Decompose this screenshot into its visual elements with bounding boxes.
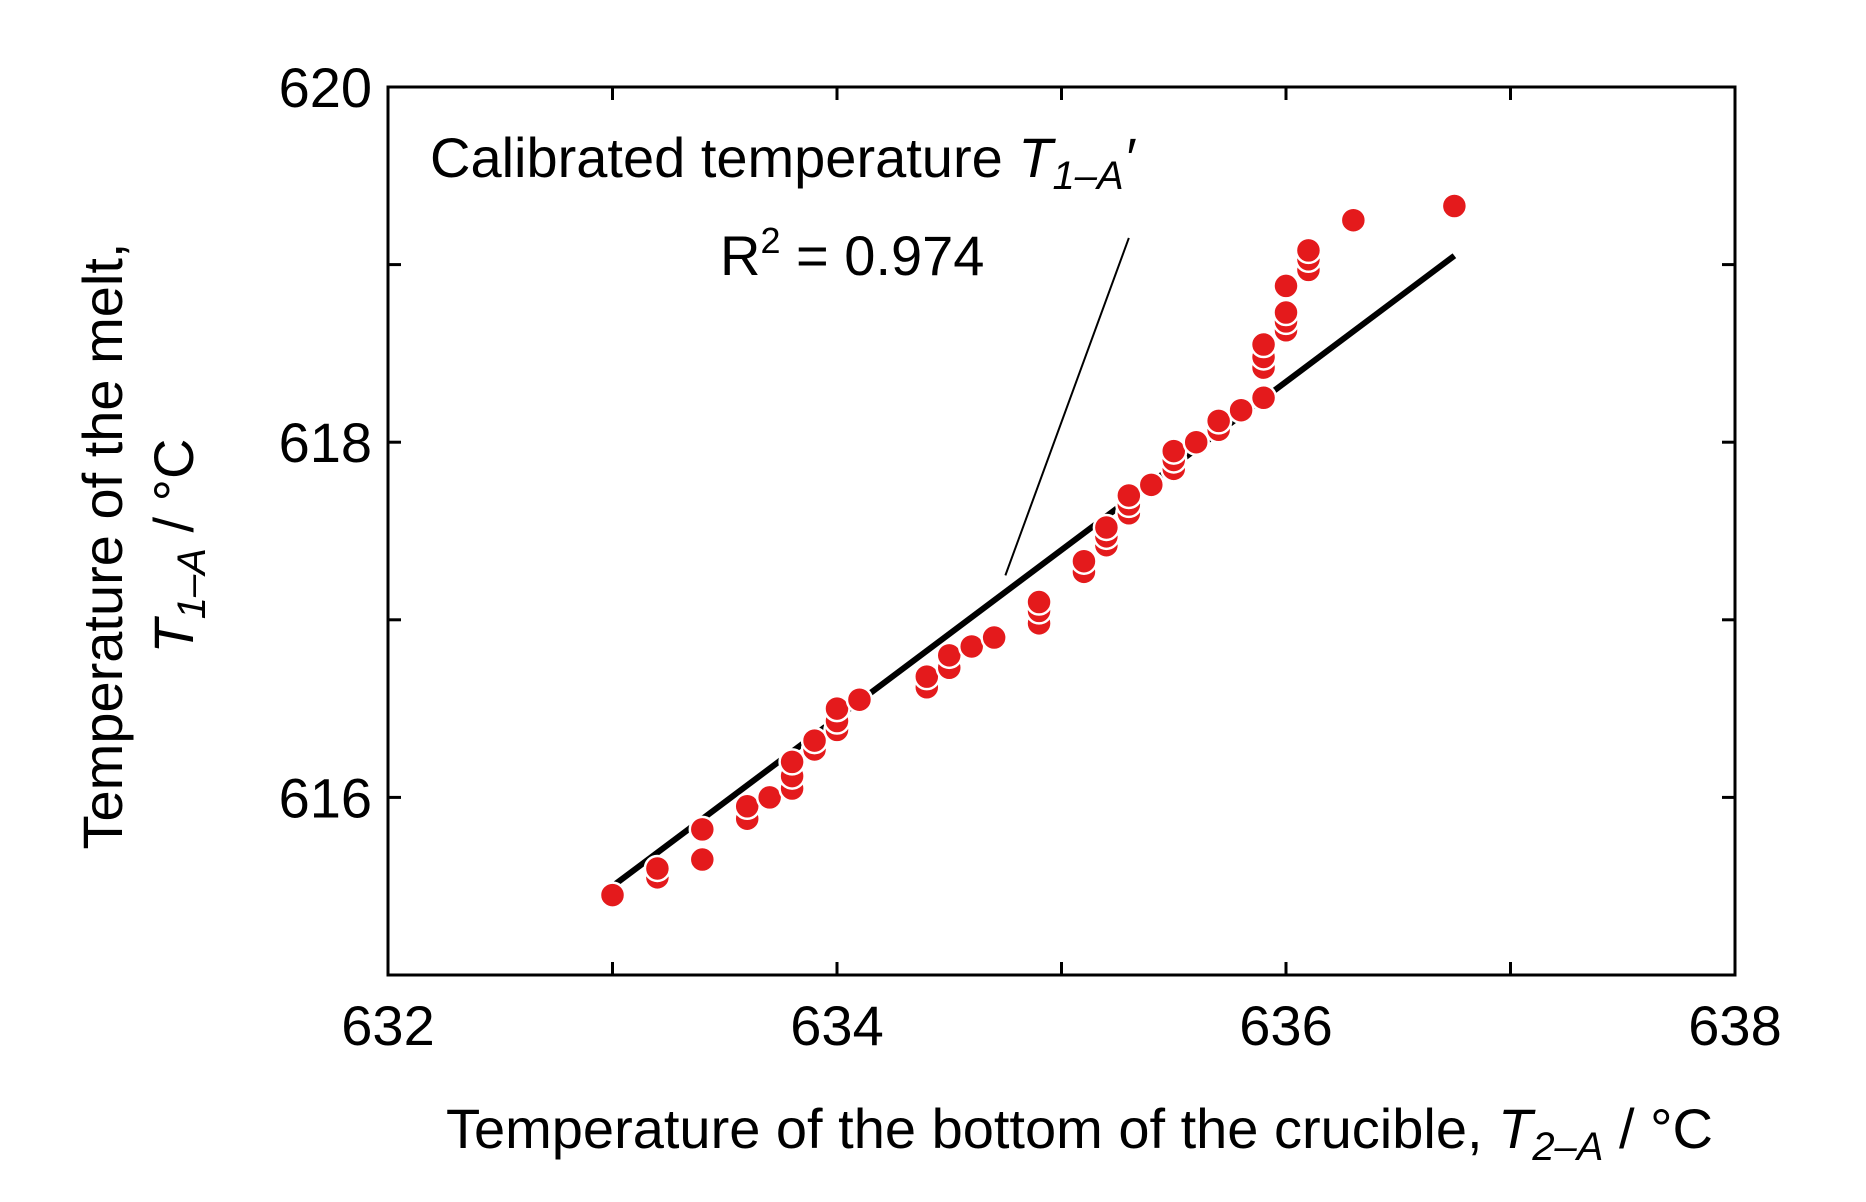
y-axis-title-line2: T1–A / °C [142, 439, 214, 654]
x-tick-label: 632 [341, 994, 434, 1057]
data-point [1249, 330, 1278, 359]
data-point [980, 623, 1008, 652]
data-point [1294, 236, 1323, 265]
data-point [688, 845, 717, 874]
data-point [1182, 428, 1210, 456]
data-points [598, 192, 1469, 909]
y-axis-title: Temperature of the melt, T1–A / °C [71, 243, 214, 850]
y-axis-title-line1: Temperature of the melt, [71, 243, 134, 850]
y-tick-label: 616 [279, 766, 372, 829]
data-point [1249, 384, 1278, 412]
x-tick-label: 636 [1239, 994, 1332, 1057]
data-point [1137, 471, 1166, 499]
data-point [1339, 206, 1368, 234]
data-point [1070, 547, 1098, 575]
data-point [1272, 298, 1300, 327]
data-point [598, 881, 627, 909]
data-point [1092, 513, 1121, 542]
y-tick-label: 620 [279, 56, 372, 119]
fit-line [610, 253, 1457, 889]
data-point [1115, 481, 1143, 510]
data-point [800, 726, 829, 755]
data-point [1440, 192, 1469, 220]
fit-line-group [610, 253, 1457, 889]
data-point [688, 815, 717, 844]
data-point [845, 685, 874, 714]
y-tick-label: 618 [279, 411, 372, 474]
annotation-pointer-line [1004, 237, 1130, 576]
x-tick-label: 638 [1688, 994, 1781, 1057]
tick-labels: 632 634 636 638 616 618 620 [279, 56, 1782, 1057]
data-point [1204, 407, 1233, 435]
plot-frame [386, 85, 1737, 977]
data-point [1227, 396, 1255, 424]
data-point [778, 748, 806, 776]
x-tick-label: 634 [790, 994, 883, 1057]
data-point [1272, 272, 1300, 300]
x-axis-title: Temperature of the bottom of the crucibl… [446, 1097, 1713, 1169]
data-point [1025, 588, 1053, 616]
data-point [643, 854, 672, 883]
fit-annotation-label: Calibrated temperature T1–A′ [430, 126, 1137, 198]
r-squared-label: R2 = 0.974 [720, 220, 984, 287]
